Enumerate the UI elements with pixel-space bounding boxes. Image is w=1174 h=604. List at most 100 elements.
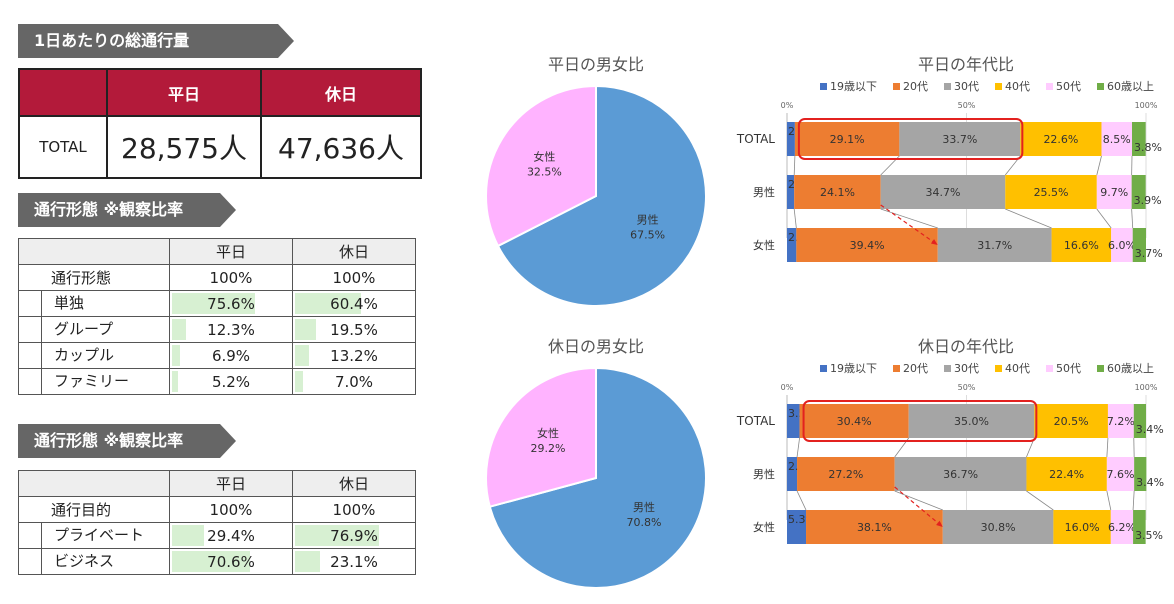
purpose-header-weekday: 平日: [169, 470, 293, 497]
weekday-age-data-label: 2.0%: [788, 178, 816, 191]
holiday-age-data-label: 7.2%: [1107, 415, 1135, 428]
weekday-age-data-label: 3.7%: [1135, 247, 1163, 260]
weekday-age-legend-label: 19歳以下: [830, 80, 877, 93]
mode-row-label: グループ: [18, 316, 170, 343]
holiday-age-data-label: 3.5%: [788, 407, 816, 420]
purpose-row: プライベート 29.4% 76.9%: [18, 522, 416, 549]
weekday-age-data-label: 3.9%: [1134, 194, 1162, 207]
weekday-age-legend-swatch: [893, 83, 900, 90]
weekday-age-bar-segment: [880, 175, 1006, 209]
weekday-age-bar-segment: [1131, 175, 1146, 209]
mode-row: 単独 75.6% 60.4%: [18, 290, 416, 317]
holiday-age-bar-segment: [894, 457, 1027, 491]
weekday-age-data-label: 25.5%: [1034, 186, 1069, 199]
holiday-age-legend-swatch: [944, 365, 951, 372]
holiday-age-bar-segment: [1034, 404, 1108, 438]
mode-row: 通行形態 100% 100%: [18, 264, 416, 291]
pie-title: 平日の男女比: [548, 55, 644, 74]
holiday-age-connector: [894, 490, 943, 511]
holiday-age-connector: [1026, 437, 1035, 458]
weekday-age-data-label: 31.7%: [977, 239, 1012, 252]
pie-slice-label: 女性: [537, 426, 559, 440]
weekday-age-legend-label: 40代: [1005, 80, 1030, 93]
pie-slice-label: 女性: [533, 149, 555, 163]
mode-row-label: 単独: [18, 290, 170, 317]
holiday-age-bar-segment: [1134, 457, 1147, 491]
holiday-age-bar-segment: [1053, 510, 1111, 544]
mode-section-title: 通行形態 ※観察比率: [18, 193, 236, 227]
holiday-age-bar-segment: [787, 457, 798, 491]
purpose-table: 平日 休日 通行目的 100% 100% プライベート 29.4% 76.9% ビジネス 70.6…: [18, 470, 416, 575]
purpose-holiday-value: 23.1%: [292, 548, 416, 575]
weekday-age-title: 平日の年代比: [918, 55, 1014, 74]
weekday-age-bar-segment: [787, 122, 795, 156]
weekday-age-bar-segment: [1131, 122, 1146, 156]
holiday-age-legend-label: 30代: [954, 362, 979, 375]
weekday-age-tick-label: 100%: [1135, 101, 1158, 110]
mode-holiday-bar: [295, 345, 310, 366]
mode-weekday-bar: [172, 293, 255, 314]
holiday-age-title: 休日の年代比: [918, 337, 1014, 356]
total-holiday-value: 47,636人: [260, 115, 422, 179]
holiday-age-legend-label: 50代: [1056, 362, 1081, 375]
total-header-holiday: 休日: [260, 68, 422, 117]
purpose-section-title: 通行形態 ※観察比率: [18, 424, 236, 458]
pie-slice-value: 29.2%: [530, 442, 565, 455]
holiday-age-legend-swatch: [820, 365, 827, 372]
weekday-age-bar-segment: [1132, 228, 1146, 262]
total-header-weekday: 平日: [106, 68, 262, 117]
weekday-age-legend-label: 50代: [1056, 80, 1081, 93]
weekday-age-connector: [880, 208, 938, 229]
pie-slice-male: [488, 366, 707, 589]
weekday-age-data-label: 9.7%: [1100, 186, 1128, 199]
weekday-age-data-label: 16.6%: [1064, 239, 1099, 252]
holiday-age-tick-label: 100%: [1135, 383, 1158, 392]
weekday-age-connector: [793, 155, 796, 176]
purpose-holiday-value: 100%: [292, 496, 416, 523]
weekday-age-bar-segment: [937, 228, 1052, 262]
holiday-age-trend-arrowhead: [936, 520, 943, 527]
weekday-age-bar-segment: [1101, 122, 1132, 156]
weekday-age-legend-label: 60歳以上: [1107, 80, 1154, 93]
mode-row: ファミリー 5.2% 7.0%: [18, 368, 416, 395]
purpose-row-label: プライベート: [18, 522, 170, 549]
weekday-age-data-label: 22.6%: [1043, 133, 1078, 146]
holiday-age-data-label: 30.8%: [981, 521, 1016, 534]
mode-weekday-bar: [172, 371, 178, 392]
holiday-age-legend-swatch: [1046, 365, 1053, 372]
weekday-age-bar-segment: [899, 122, 1021, 156]
holiday-age-connector: [1132, 490, 1135, 511]
purpose-weekday-bar: [172, 551, 250, 572]
weekday-age-data-label: 24.1%: [820, 186, 855, 199]
weekday-age-bar-segment: [794, 175, 881, 209]
weekday-age-category-label: 女性: [753, 238, 775, 252]
holiday-age-legend-swatch: [1097, 365, 1104, 372]
pie-slice-label: 男性: [637, 213, 659, 227]
weekday-age-connector: [880, 155, 900, 176]
weekday-age-bar-segment: [1020, 122, 1102, 156]
weekday-age-data-label: 29.1%: [830, 133, 865, 146]
purpose-holiday-value: 76.9%: [292, 522, 416, 549]
weekday-age-bar-segment: [1051, 228, 1112, 262]
holiday-age-legend-label: 20代: [903, 362, 928, 375]
total-weekday-value: 28,575人: [106, 115, 262, 179]
weekday-age-connector: [1096, 155, 1102, 176]
pie-title: 休日の男女比: [548, 337, 644, 356]
pie-slice-value: 70.8%: [627, 516, 662, 529]
pie-slice-female: [485, 366, 597, 508]
mode-weekday-bar: [172, 319, 186, 340]
total-row-label: TOTAL: [18, 115, 108, 179]
mode-holiday-bar: [295, 319, 317, 340]
holiday-age-legend-swatch: [995, 365, 1002, 372]
weekday-age-category-label: 男性: [753, 185, 775, 199]
holiday-age-data-label: 7.6%: [1107, 468, 1135, 481]
total-table: 平日 休日 TOTAL 28,575人 47,636人: [18, 68, 422, 179]
holiday-age-category-label: 男性: [753, 467, 775, 481]
holiday-age-data-label: 3.4%: [1136, 476, 1164, 489]
mode-weekday-value: 6.9%: [169, 342, 293, 369]
mode-holiday-value: 19.5%: [292, 316, 416, 343]
weekday-age-category-label: TOTAL: [736, 132, 775, 146]
holiday-age-category-label: 女性: [753, 520, 775, 534]
mode-weekday-value: 100%: [169, 264, 293, 291]
holiday-age-bar-segment: [799, 404, 909, 438]
